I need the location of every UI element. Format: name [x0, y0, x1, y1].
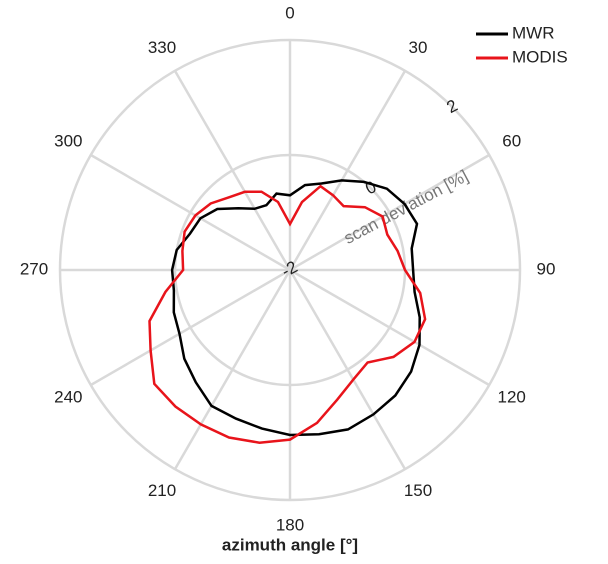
grid-circle [58, 38, 522, 502]
theta-tick-label: 150 [404, 481, 432, 500]
r-tick-label: 0 [362, 177, 379, 198]
theta-tick-label: 60 [502, 131, 521, 150]
theta-tick-label: 240 [54, 387, 82, 406]
series-line [148, 184, 427, 444]
r-tick-label: -2 [278, 257, 300, 281]
theta-tick-label: 120 [498, 387, 526, 406]
axis-label: azimuth angle [°] [222, 535, 358, 554]
theta-tick-label: 330 [148, 38, 176, 57]
legend-label: MODIS [512, 47, 568, 66]
theta-tick-label: 0 [285, 3, 294, 22]
theta-tick-label: 300 [54, 131, 82, 150]
legend-label: MWR [512, 23, 554, 42]
theta-tick-label: 270 [20, 259, 48, 278]
theta-tick-label: 30 [409, 38, 428, 57]
r-tick-label: 2 [444, 96, 461, 117]
theta-tick-label: 210 [148, 481, 176, 500]
theta-tick-label: 180 [276, 515, 304, 534]
series-line [170, 179, 421, 437]
theta-tick-label: 90 [537, 259, 556, 278]
